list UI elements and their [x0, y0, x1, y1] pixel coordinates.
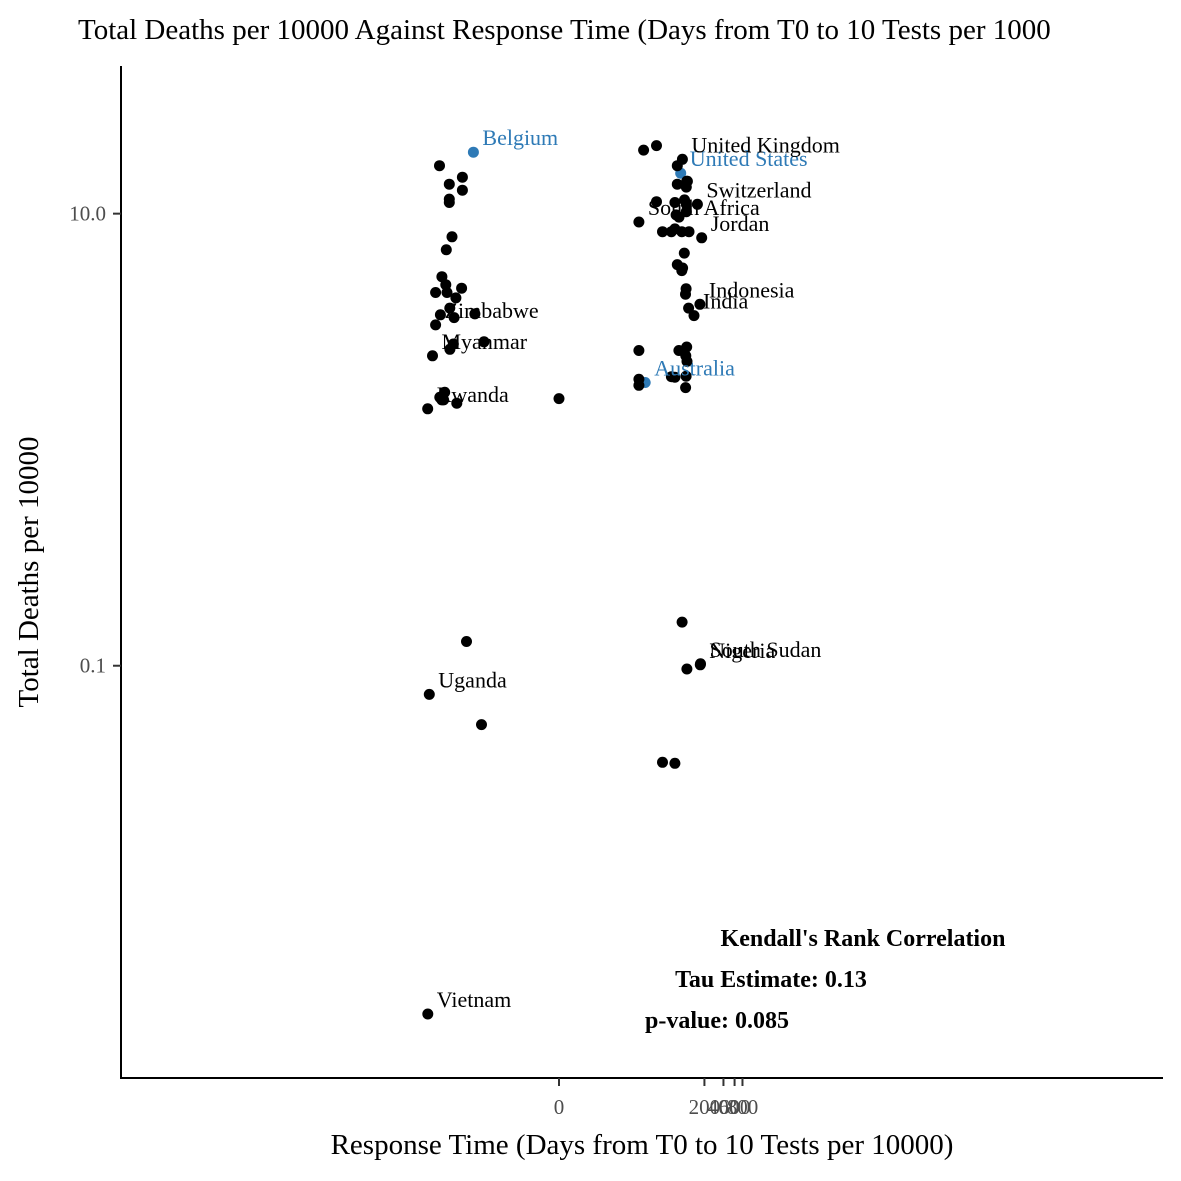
data-point-point-66: [633, 379, 645, 391]
data-point-point-22: [638, 144, 650, 156]
data-point-point-61: [461, 636, 472, 647]
plot-marks: [422, 140, 708, 1020]
data-point-jordan: [696, 232, 708, 244]
data-point-point-76: [680, 283, 692, 295]
data-point-rwanda: [422, 403, 434, 415]
data-point-point-40: [683, 226, 695, 238]
data-point-point-79: [681, 341, 693, 353]
data-point-point-45: [450, 292, 462, 304]
data-point-point-39: [681, 175, 693, 187]
point-label-belgium: Belgium: [482, 125, 558, 150]
point-label-united-kingdom: United Kingdom: [691, 132, 840, 157]
data-point-point-23: [651, 140, 662, 152]
point-label-indonesia: Indonesia: [709, 277, 795, 302]
data-point-point-69: [669, 371, 681, 383]
data-point-point-33: [671, 178, 683, 190]
data-point-belgium: [467, 146, 479, 158]
data-point-point-24: [651, 196, 662, 208]
y-axis-title: Total Deaths per 10000: [13, 437, 45, 708]
correlation-annotation: Kendall's Rank Correlation Tau Estimate:…: [645, 926, 1005, 1034]
data-point-point-41: [446, 231, 458, 243]
data-point-point-80: [681, 355, 693, 367]
data-point-point-60: [451, 397, 463, 409]
x-tick-label-600: 600: [719, 1095, 751, 1119]
point-label-south-sudan: South Sudan: [710, 637, 822, 662]
annotation-p-value: p-value: 0.085: [645, 1008, 789, 1034]
data-point-point-63: [553, 393, 565, 405]
data-point-point-84: [676, 616, 688, 628]
data-point-zimbabwe: [430, 319, 442, 331]
point-label-switzerland: Switzerland: [706, 177, 811, 202]
data-point-point-55: [444, 343, 456, 355]
point-label-united-states: United States: [690, 146, 808, 171]
data-point-point-67: [657, 756, 668, 768]
annotation-tau: Tau Estimate: 0.13: [675, 967, 867, 993]
data-point-point-50: [456, 282, 468, 294]
data-point-indonesia: [694, 298, 706, 310]
data-point-vietnam: [422, 1008, 434, 1020]
data-point-point-54: [478, 336, 490, 348]
x-tick-label-200: 200: [689, 1095, 721, 1119]
data-point-point-48: [444, 302, 456, 314]
data-point-point-78: [680, 370, 692, 382]
x-tick-label-400: 400: [708, 1095, 740, 1119]
data-point-point-46: [434, 309, 446, 321]
y-axis-ticks: 10.0 0.1: [69, 202, 121, 678]
data-point-point-47: [448, 312, 460, 324]
data-point-point-28: [657, 226, 668, 238]
data-point-point-25: [669, 197, 681, 208]
data-point-south-sudan: [695, 658, 706, 670]
data-point-south-africa: [633, 216, 645, 228]
data-point-point-64: [633, 345, 645, 356]
data-point-point-62: [476, 719, 487, 731]
data-point-point-42: [440, 244, 452, 256]
data-point-point-52: [430, 287, 442, 298]
data-point-point-37: [680, 206, 692, 218]
point-label-jordan: Jordan: [711, 211, 770, 236]
data-point-uganda: [423, 688, 435, 700]
data-point-point-20: [456, 171, 468, 183]
data-point-point-85: [678, 247, 690, 259]
data-point-point-82: [683, 302, 695, 314]
data-point-myanmar: [427, 350, 438, 362]
point-labels: Belgium United States Australia United King…: [437, 125, 840, 1012]
y-tick-label-10.0: 10.0: [69, 202, 106, 226]
annotation-heading: Kendall's Rank Correlation: [721, 926, 1006, 952]
data-point-point-83: [680, 382, 692, 394]
y-tick-label-0.1: 0.1: [80, 654, 106, 678]
point-label-india: India: [703, 289, 748, 314]
chart-title: Total Deaths per 10000 Against Response …: [78, 14, 1051, 46]
data-point-point-32: [671, 160, 683, 172]
point-label-vietnam: Vietnam: [437, 987, 511, 1012]
data-point-point-49: [469, 308, 481, 320]
x-axis-title: Response Time (Days from T0 to 10 Tests …: [331, 1129, 954, 1161]
point-label-myanmar: Myanmar: [442, 329, 528, 354]
data-point-switzerland: [691, 198, 703, 210]
data-point-point-74: [677, 262, 689, 274]
data-point-point-70: [669, 757, 681, 769]
x-tick-label-0: 0: [554, 1095, 565, 1119]
point-label-zimbabwe: Zimbabwe: [445, 298, 539, 323]
data-point-point-21: [456, 184, 468, 196]
point-label-uganda: Uganda: [438, 667, 507, 692]
data-point-point-81: [681, 663, 693, 675]
point-label-australia: Australia: [654, 356, 735, 381]
point-label-south-africa: South Africa: [648, 195, 760, 220]
data-point-point-59: [438, 394, 450, 406]
data-point-point-19: [443, 197, 455, 208]
point-label-nigeria: Nigeria: [709, 638, 775, 663]
point-label-rwanda: Rwanda: [437, 382, 509, 407]
data-point-point-16: [434, 160, 445, 172]
data-point-point-51: [441, 287, 453, 298]
data-point-point-17: [443, 178, 455, 190]
x-tick-label-800: 800: [727, 1095, 759, 1119]
